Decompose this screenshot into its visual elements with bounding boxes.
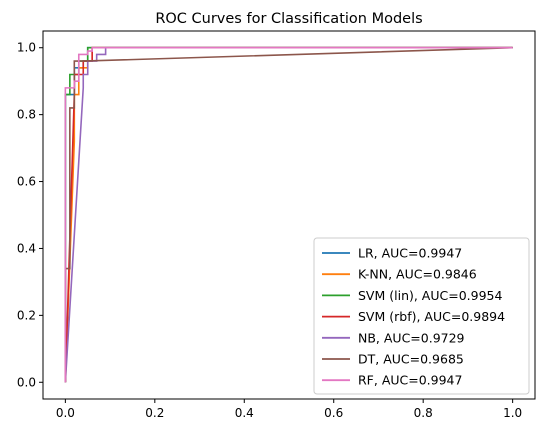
x-tick-label: 1.0	[503, 406, 522, 420]
x-tick-label: 0.4	[235, 406, 254, 420]
legend: LR, AUC=0.9947 K-NN, AUC=0.9846 SVM (lin),…	[313, 237, 530, 395]
legend-label-6: RF, AUC=0.9947	[358, 373, 462, 388]
y-tick-label: 1.0	[17, 41, 36, 55]
legend-label-3: SVM (rbf), AUC=0.9894	[358, 309, 505, 324]
y-tick-label: 0.0	[17, 375, 36, 389]
x-tick-label: 0.8	[414, 406, 433, 420]
x-tick-label: 0.6	[324, 406, 343, 420]
y-tick-label: 0.8	[17, 108, 36, 122]
x-axis: 0.0 0.2 0.4 0.6 0.8 1.0	[56, 399, 522, 420]
x-tick-label: 0.0	[56, 406, 75, 420]
legend-label-2: SVM (lin), AUC=0.9954	[358, 288, 502, 303]
y-tick-label: 0.6	[17, 175, 36, 189]
plot-series	[64, 46, 513, 383]
chart-title: ROC Curves for Classification Models	[155, 11, 422, 27]
legend-box	[313, 237, 530, 395]
plot-frame	[42, 30, 536, 400]
series-line-6	[64, 46, 513, 383]
legend-label-1: K-NN, AUC=0.9846	[358, 267, 477, 282]
y-axis: 0.0 0.2 0.4 0.6 0.8 1.0	[17, 41, 43, 389]
x-tick-label: 0.2	[145, 406, 164, 420]
y-tick-label: 0.4	[17, 241, 36, 255]
legend-label-0: LR, AUC=0.9947	[358, 246, 462, 261]
legend-label-5: DT, AUC=0.9685	[358, 352, 464, 367]
legend-label-4: NB, AUC=0.9729	[358, 330, 465, 345]
y-tick-label: 0.2	[17, 308, 36, 322]
